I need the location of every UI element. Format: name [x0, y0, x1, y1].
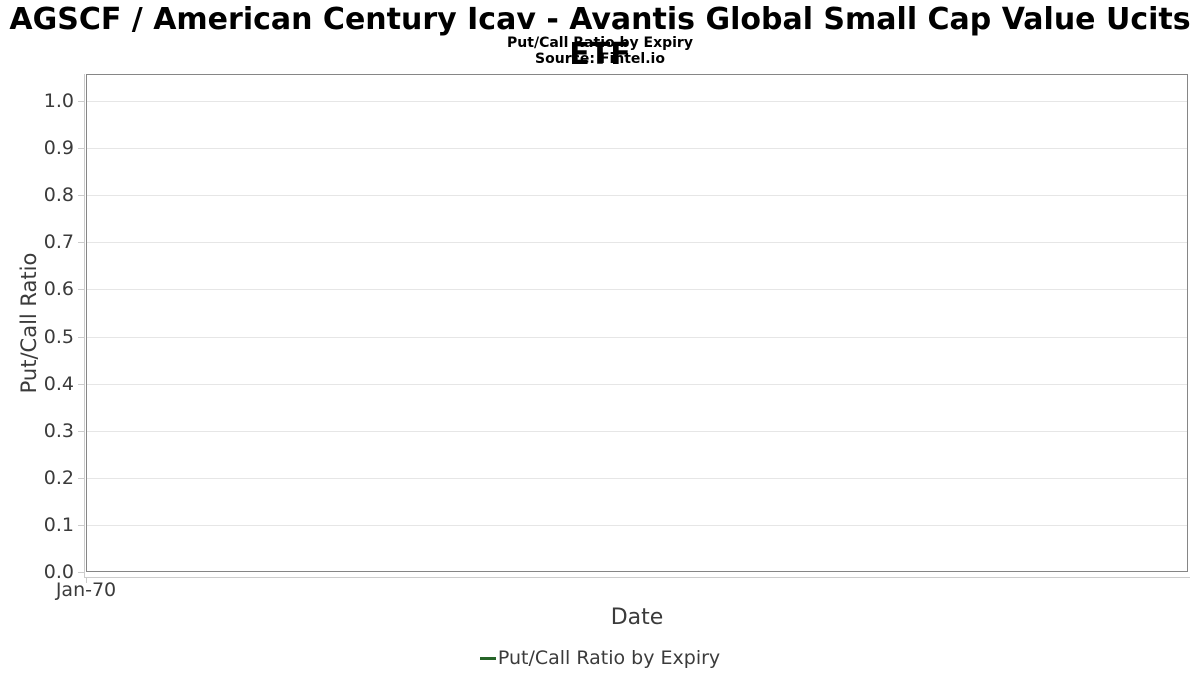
gridline: [87, 289, 1187, 291]
y-axis-line: [84, 74, 85, 578]
gridline: [87, 383, 1187, 385]
y-tick-label: 0.7: [43, 231, 74, 254]
y-tick-label: 0.2: [43, 466, 74, 489]
y-tick-label: 0.8: [43, 184, 74, 207]
y-tick-mark: [78, 383, 84, 385]
y-tick-label: 1.0: [43, 90, 74, 112]
y-tick-label: 0.0: [43, 561, 74, 583]
y-tick-label: 0.3: [43, 419, 74, 442]
y-tick-label: 0.4: [43, 372, 74, 395]
gridline: [87, 148, 1187, 150]
gridline: [87, 430, 1187, 432]
x-axis-title: Date: [610, 605, 664, 630]
y-tick-mark: [78, 195, 84, 197]
x-tick-label: Jan-70: [55, 579, 117, 601]
y-tick-mark: [78, 477, 84, 479]
y-tick-label: 0.9: [43, 137, 74, 160]
legend-label: Put/Call Ratio by Expiry: [497, 647, 721, 669]
x-tick-mark: [86, 578, 87, 583]
gridline: [87, 242, 1187, 244]
legend-line-marker-icon: [479, 656, 496, 660]
plot-area: [86, 74, 1188, 572]
y-tick-label: 0.5: [43, 325, 74, 348]
legend-item-put-call-ratio[interactable]: Put/Call Ratio by Expiry: [479, 645, 721, 671]
x-axis-line: [84, 577, 1190, 578]
y-tick-mark: [78, 242, 84, 244]
legend: Put/Call Ratio by Expiry: [0, 645, 1200, 671]
y-tick-mark: [78, 148, 84, 150]
y-tick-mark: [78, 430, 84, 432]
gridline: [87, 195, 1187, 197]
y-tick-mark: [78, 336, 84, 338]
chart-title: AGSCF / American Century Icav - Avantis …: [9, 2, 1191, 72]
y-tick-mark: [78, 572, 84, 573]
chart-subtitle: Put/Call Ratio by Expiry: [507, 35, 693, 51]
gridline: [87, 477, 1187, 479]
y-tick-label: 0.6: [43, 278, 74, 301]
chart-source: Source: Fintel.io: [535, 51, 665, 67]
gridline: [87, 524, 1187, 526]
y-tick-mark: [78, 101, 84, 102]
gridline: [87, 336, 1187, 338]
y-tick-mark: [78, 289, 84, 291]
gridline: [87, 101, 1187, 102]
y-tick-mark: [78, 524, 84, 526]
y-tick-label: 0.1: [43, 513, 74, 536]
